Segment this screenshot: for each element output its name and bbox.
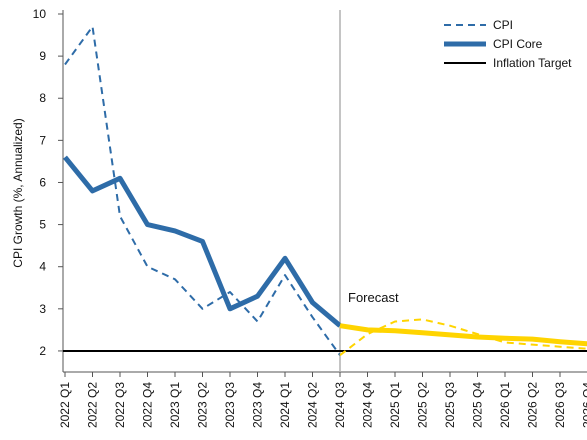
y-tick-label: 4 bbox=[39, 260, 46, 274]
x-tick-label: 2024 Q3 bbox=[333, 382, 347, 428]
x-tick-label: 2026 Q3 bbox=[553, 382, 567, 428]
x-tick-label: 2026 Q1 bbox=[498, 382, 512, 428]
x-tick-label: 2022 Q2 bbox=[86, 382, 100, 428]
x-tick-label: 2025 Q2 bbox=[416, 382, 430, 428]
x-tick-label: 2025 Q3 bbox=[443, 382, 457, 428]
x-tick-label: 2025 Q1 bbox=[388, 382, 402, 428]
x-tick-label: 2026 Q4 bbox=[581, 382, 587, 428]
y-tick-label: 10 bbox=[33, 7, 47, 21]
series-group bbox=[63, 25, 587, 356]
y-tick-label: 5 bbox=[39, 218, 46, 232]
axes bbox=[62, 10, 587, 373]
legend-label-cpi-core: CPI Core bbox=[493, 37, 543, 51]
x-tick-label: 2024 Q4 bbox=[361, 382, 375, 428]
x-axis-ticks: 2022 Q1 2022 Q2 2022 Q3 2022 Q4 2023 Q1 2023 … bbox=[58, 372, 587, 428]
x-tick-label: 2026 Q2 bbox=[526, 382, 540, 428]
x-tick-label: 2025 Q4 bbox=[471, 382, 485, 428]
y-tick-label: 6 bbox=[39, 175, 46, 189]
forecast-annotation: Forecast bbox=[348, 290, 399, 305]
x-tick-label: 2022 Q1 bbox=[58, 382, 72, 428]
cpi-core-forecast-line bbox=[339, 323, 587, 347]
y-tick-label: 9 bbox=[39, 49, 46, 63]
x-tick-label: 2023 Q3 bbox=[223, 382, 237, 428]
y-axis-ticks: 2 3 4 5 6 7 8 9 10 bbox=[33, 7, 63, 358]
x-tick-label: 2023 Q4 bbox=[251, 382, 265, 428]
y-axis-title: CPI Growth (%, Annualized) bbox=[11, 118, 25, 267]
legend-label-cpi: CPI bbox=[493, 18, 513, 32]
x-tick-label: 2024 Q2 bbox=[306, 382, 320, 428]
x-tick-label: 2023 Q1 bbox=[168, 382, 182, 428]
x-tick-label: 2022 Q4 bbox=[141, 382, 155, 428]
legend-label-inflation-target: Inflation Target bbox=[493, 56, 572, 70]
x-tick-label: 2024 Q1 bbox=[278, 382, 292, 428]
y-tick-label: 3 bbox=[39, 302, 46, 316]
legend: CPI CPI Core Inflation Target bbox=[444, 18, 572, 70]
x-tick-label: 2022 Q3 bbox=[113, 382, 127, 428]
y-tick-label: 8 bbox=[39, 91, 46, 105]
y-tick-label: 7 bbox=[39, 133, 46, 147]
y-tick-label: 2 bbox=[39, 344, 46, 358]
cpi-historical-line bbox=[64, 25, 341, 356]
x-tick-label: 2023 Q2 bbox=[196, 382, 210, 428]
cpi-core-historical-line bbox=[63, 155, 342, 328]
